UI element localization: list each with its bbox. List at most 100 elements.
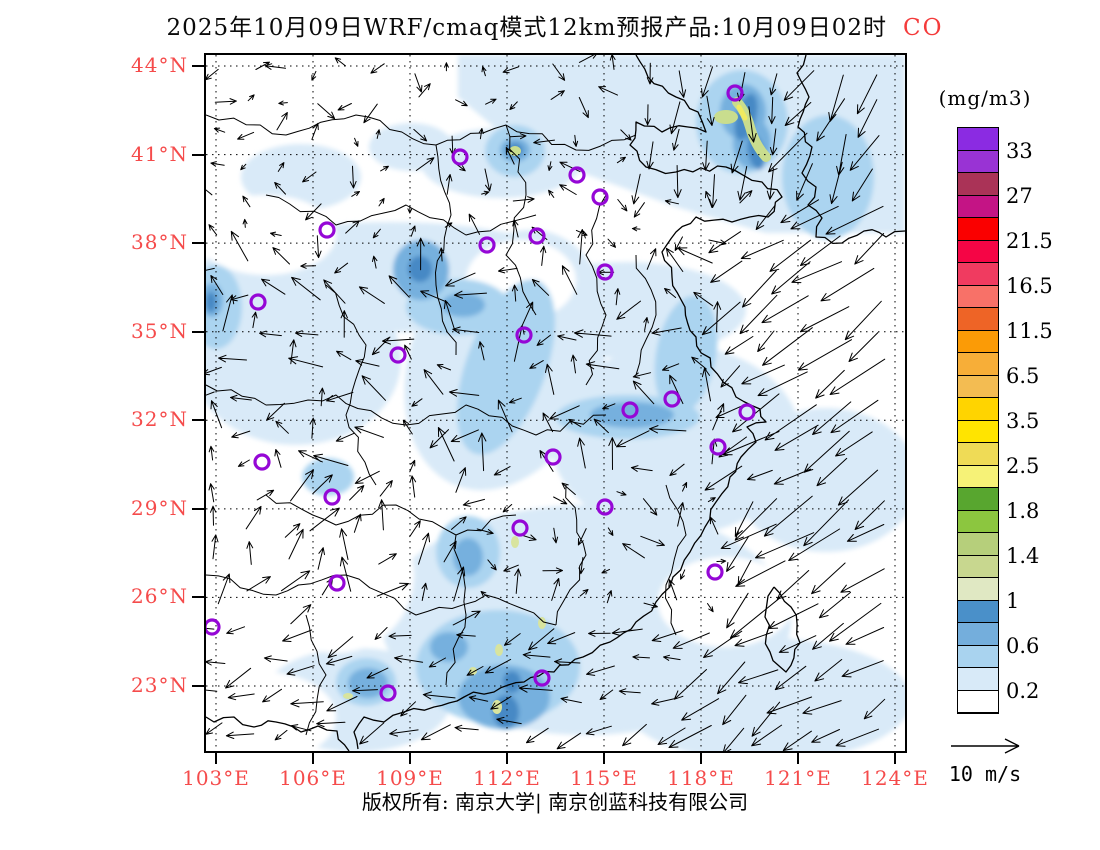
station-marker	[511, 519, 529, 537]
station-marker	[591, 188, 609, 206]
lon-tick	[700, 753, 702, 764]
lat-tick-label: 26°N	[131, 584, 188, 609]
station-marker	[478, 236, 496, 254]
lat-tick	[192, 596, 205, 599]
map-canvas	[206, 55, 905, 751]
lat-tick	[192, 65, 205, 67]
colorbar-cell	[958, 128, 998, 151]
colorbar-unit-label: (mg/m3)	[938, 86, 1032, 110]
lat-tick-label: 35°N	[131, 318, 188, 343]
colorbar-cell	[958, 465, 998, 488]
station-marker	[515, 326, 533, 344]
colorbar-cell	[958, 668, 998, 691]
colorbar-cell	[958, 645, 998, 668]
colorbar-cell	[958, 218, 998, 241]
colorbar-cell	[958, 353, 998, 376]
station-marker	[596, 263, 614, 281]
coastline-and-borders	[206, 55, 905, 751]
wind-vector-arrows	[206, 55, 886, 751]
lon-tick	[506, 753, 508, 764]
station-marker	[738, 403, 756, 421]
colorbar-cell	[958, 330, 998, 353]
station-marker	[253, 453, 271, 471]
colorbar-tick-label: 33	[1006, 138, 1033, 163]
map-plot-area	[204, 53, 907, 753]
lon-tick-label: 109°E	[376, 766, 444, 790]
colorbar-tick-label: 1	[1006, 588, 1020, 613]
colorbar-cell	[958, 510, 998, 533]
station-marker	[379, 684, 397, 702]
lat-tick	[192, 153, 205, 156]
colorbar-tick-label: 3.5	[1006, 408, 1040, 433]
colorbar-tick-label: 6.5	[1006, 363, 1040, 388]
lon-tick	[894, 753, 896, 764]
colorbar-cell	[958, 150, 998, 173]
lon-tick	[312, 753, 314, 764]
wind-reference-arrow	[951, 738, 1020, 754]
colorbar-cell	[958, 578, 998, 601]
station-marker	[318, 221, 336, 239]
colorbar-cell	[958, 623, 998, 646]
lon-tick	[215, 753, 217, 764]
lat-tick	[192, 330, 205, 333]
colorbar-tick-label: 16.5	[1006, 273, 1053, 298]
colorbar-cell	[958, 240, 998, 263]
station-marker	[596, 498, 614, 516]
colorbar-tick-label: 11.5	[1006, 318, 1053, 343]
colorbar-tick-label: 1.4	[1006, 543, 1040, 568]
lon-tick-label: 115°E	[570, 766, 638, 790]
colorbar-cell	[958, 600, 998, 623]
station-marker	[206, 618, 221, 636]
copyright-footer: 版权所有: 南京大学| 南京创蓝科技有限公司	[361, 790, 749, 814]
lon-tick	[603, 753, 605, 764]
station-marker	[726, 84, 744, 102]
lat-tick	[192, 507, 205, 510]
colorbar-cell	[958, 555, 998, 578]
station-marker	[528, 227, 546, 245]
colorbar-cell	[958, 398, 998, 421]
colorbar-cell	[958, 420, 998, 443]
lon-tick-label: 112°E	[473, 766, 541, 790]
lon-tick-label: 118°E	[667, 766, 735, 790]
lat-tick-label: 29°N	[131, 495, 188, 520]
colorbar-cell	[958, 173, 998, 196]
station-marker	[568, 166, 586, 184]
colorbar: 33 27 21.5 16.5 11.5 6.5 3.5 2.5 1.8 1.4 1 0.6 0.2	[957, 127, 1053, 714]
lon-tick-label: 103°E	[182, 766, 250, 790]
lon-tick	[409, 753, 411, 764]
station-markers	[206, 84, 756, 702]
lon-tick	[797, 753, 799, 764]
colorbar-cell	[958, 308, 998, 331]
station-marker	[249, 293, 267, 311]
lon-tick-label: 121°E	[764, 766, 832, 790]
colorbar-tick-label: 2.5	[1006, 453, 1040, 478]
colorbar-cell	[958, 690, 998, 713]
colorbar-cell	[958, 375, 998, 398]
colorbar-cell	[958, 533, 998, 556]
colorbar-tick-label: 0.2	[1006, 678, 1040, 703]
lon-tick-label: 124°E	[861, 766, 929, 790]
station-marker	[389, 346, 407, 364]
station-marker	[328, 574, 346, 592]
station-marker	[621, 401, 639, 419]
colorbar-cell	[958, 195, 998, 218]
colorbar-cell	[958, 285, 998, 308]
lat-tick	[192, 685, 205, 687]
page-title: 2025年10月09日WRF/cmaq模式12km预报产品:10月09日02时 C…	[140, 8, 970, 42]
co-hotspots	[343, 97, 771, 714]
lat-tick	[192, 419, 205, 422]
station-marker	[706, 563, 724, 581]
title-text: 2025年10月09日WRF/cmaq模式12km预报产品:10月09日02时	[166, 15, 887, 41]
station-marker	[709, 438, 727, 456]
colorbar-tick-label: 1.8	[1006, 498, 1040, 523]
co-concentration-shading	[206, 55, 905, 751]
station-marker	[663, 390, 681, 408]
lon-tick-label: 106°E	[279, 766, 347, 790]
colorbar-cell	[958, 488, 998, 511]
lat-tick-label: 38°N	[131, 230, 188, 255]
colorbar-tick-label: 0.6	[1006, 633, 1040, 658]
lat-tick-label: 44°N	[131, 53, 188, 77]
station-marker	[544, 448, 562, 466]
wind-reference-label: 10 m/s	[948, 762, 1022, 786]
